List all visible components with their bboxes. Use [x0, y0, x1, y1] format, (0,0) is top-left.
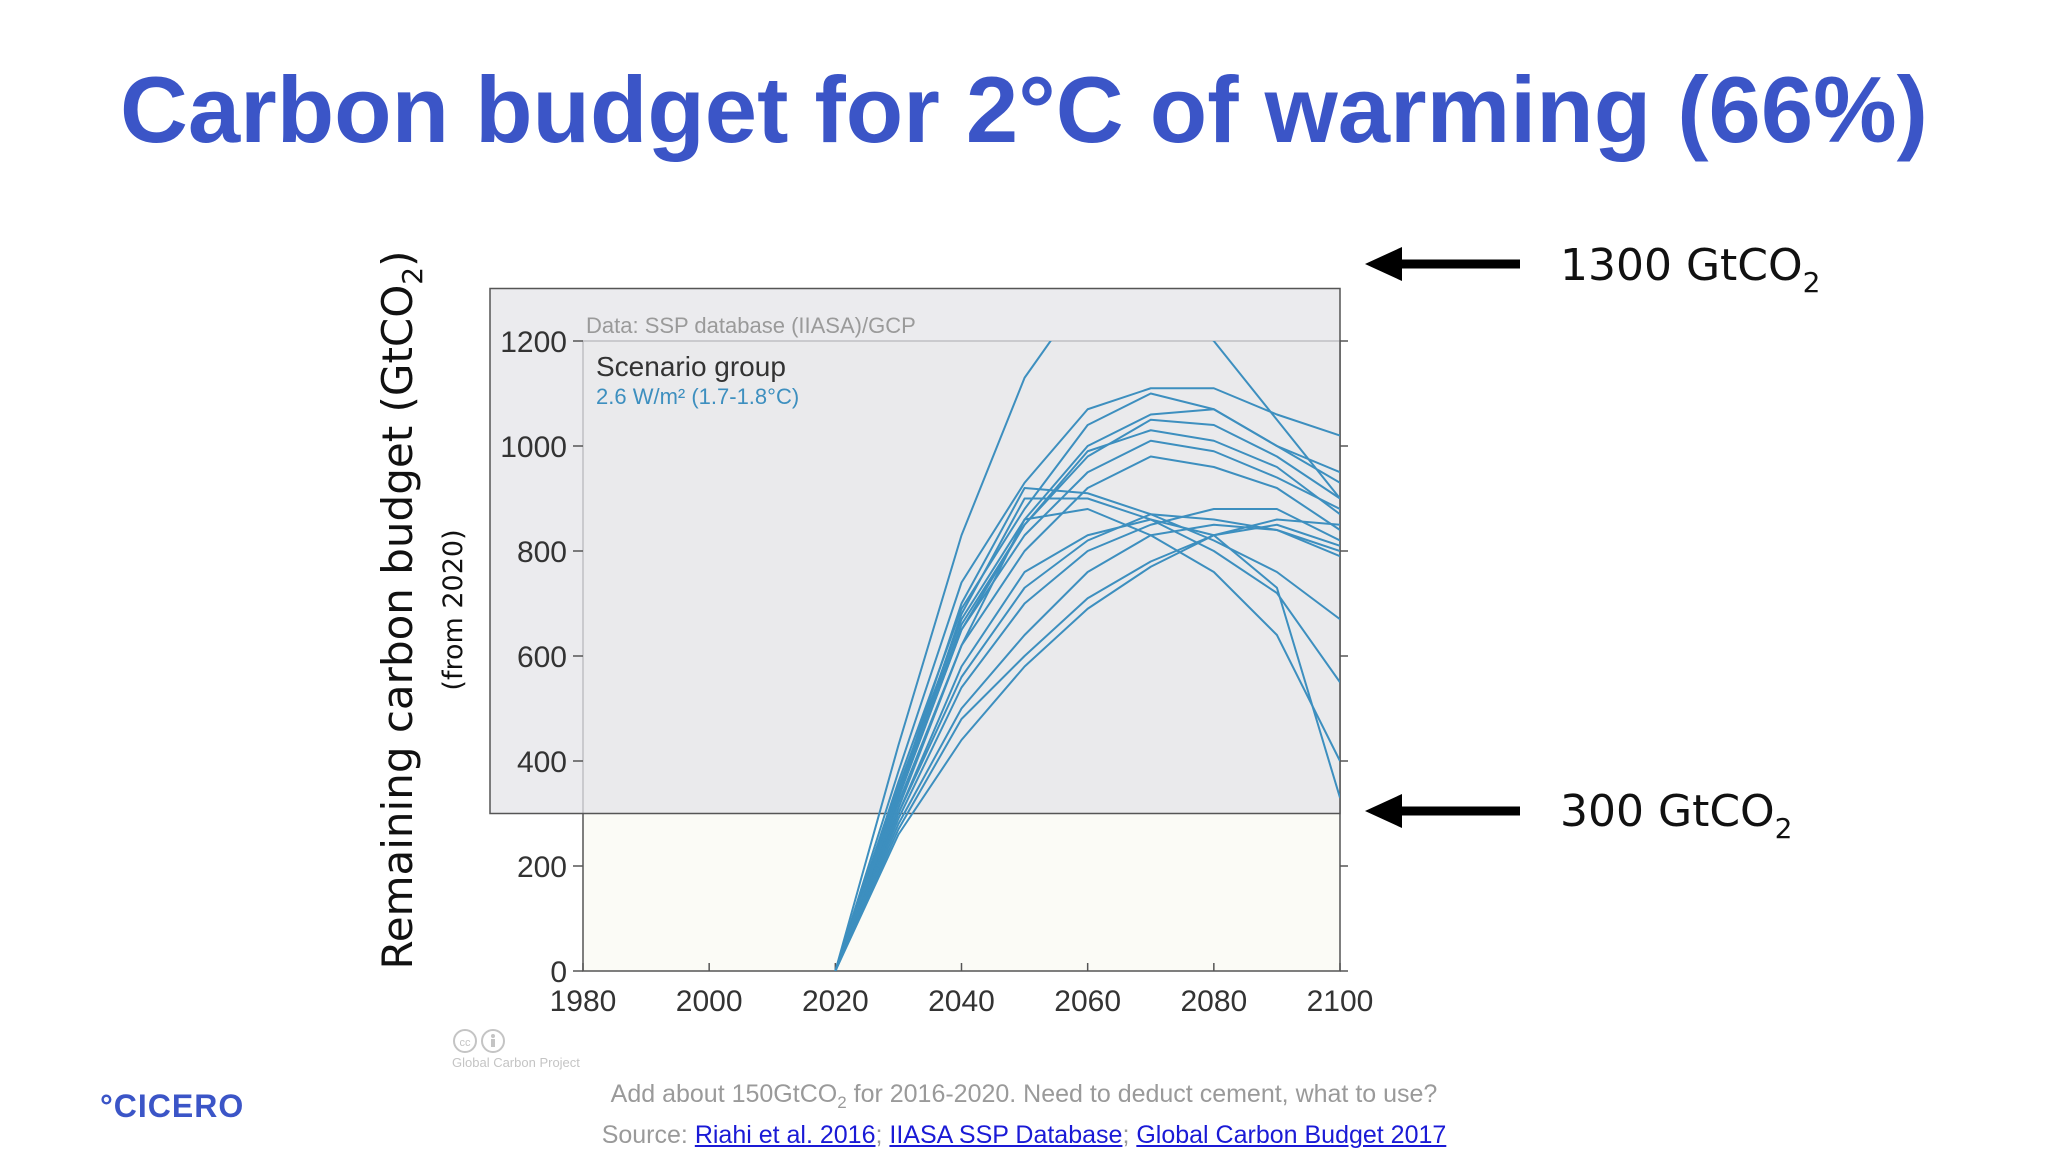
x-tick-label: 2080 — [1180, 985, 1247, 1018]
y-tick-label: 1200 — [500, 326, 567, 359]
budget-band — [489, 287, 1341, 815]
svg-text:cc: cc — [460, 1037, 472, 1049]
x-tick-label: 1980 — [550, 985, 617, 1018]
x-tick-label: 2100 — [1307, 985, 1374, 1018]
x-tick-label: 2040 — [928, 985, 995, 1018]
source-link-gcb[interactable]: Global Carbon Budget 2017 — [1136, 1121, 1447, 1149]
series-line-7 — [834, 439, 1340, 971]
y-tick-label: 200 — [517, 851, 567, 884]
cicero-logo: °CICERO — [100, 1088, 245, 1124]
series-line-17 — [834, 518, 1340, 971]
data-note: Data: SSP database (IIASA)/GCP — [586, 313, 916, 338]
y-tick-labels: 0 200 400 600 800 1000 1200 — [500, 326, 567, 989]
y-axis-label-close: ) — [373, 250, 422, 266]
arrow-300-head — [1365, 794, 1402, 828]
series-line-13 — [834, 513, 1340, 971]
footer-source: Source: Riahi et al. 2016; IIASA SSP Dat… — [601, 1121, 1447, 1149]
footer-note: Add about 150GtCO2 for 2016-2020. Need t… — [610, 1080, 1438, 1112]
series-line-8 — [834, 455, 1340, 971]
y-tick-label: 0 — [550, 956, 567, 989]
y-tick-label: 600 — [517, 641, 567, 674]
annotation-1300-label: 1300 GtCO2 — [1560, 240, 1821, 299]
legend-title: Scenario group — [596, 351, 786, 382]
cc-license-icon: cc — [453, 1029, 505, 1053]
arrow-1300-head — [1365, 247, 1402, 281]
series-line-16 — [834, 523, 1340, 971]
series-line-11 — [834, 508, 1340, 971]
y-tick-label: 400 — [517, 746, 567, 779]
x-tick-label: 2000 — [676, 985, 743, 1018]
source-link-riahi[interactable]: Riahi et al. 2016 — [694, 1121, 876, 1149]
series-line-10 — [834, 497, 1340, 971]
x-tick-label: 2060 — [1054, 985, 1121, 1018]
footer: Add about 150GtCO2 for 2016-2020. Need t… — [0, 1078, 2048, 1151]
series-line-2 — [834, 387, 1340, 971]
source-link-iiasa[interactable]: IIASA SSP Database — [889, 1121, 1123, 1149]
annotation-300: 300 GtCO2 — [1365, 786, 1793, 845]
y-axis-label-sub: 2 — [396, 267, 429, 285]
series-line-14 — [834, 508, 1340, 971]
series-line-1 — [834, 341, 1340, 971]
series-group — [834, 341, 1340, 971]
legend-item: 2.6 W/m² (1.7-1.8°C) — [596, 384, 799, 409]
y-axis-label-main: Remaining carbon budget (GtCO — [373, 285, 422, 970]
credit-label: Global Carbon Project — [452, 1055, 580, 1070]
x-tick-label: 2020 — [802, 985, 869, 1018]
y-axis-label: Remaining carbon budget (GtCO2) — [373, 250, 429, 969]
y-tick-label: 800 — [517, 536, 567, 569]
y-tick-label: 1000 — [500, 431, 567, 464]
annotation-300-label: 300 GtCO2 — [1560, 786, 1793, 845]
annotation-1300: 1300 GtCO2 — [1365, 240, 1821, 299]
slide-title: Carbon budget for 2°C of warming (66%) — [120, 57, 1928, 162]
y-axis-note: (from 2020) — [438, 529, 469, 690]
series-line-12 — [834, 518, 1340, 971]
series-line-9 — [834, 487, 1340, 971]
x-tick-labels: 1980 2000 2020 2040 2060 2080 2100 — [550, 985, 1374, 1018]
